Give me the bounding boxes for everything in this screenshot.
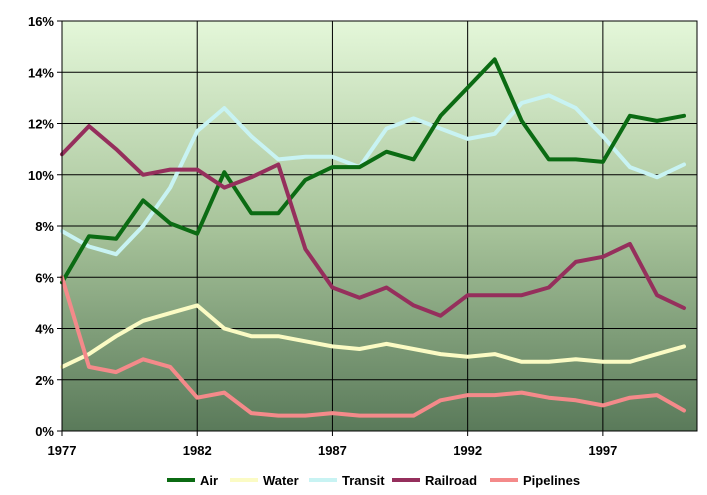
y-tick-label: 8%	[35, 219, 54, 234]
series-line-water	[60, 303, 686, 369]
y-tick-label: 0%	[35, 424, 54, 439]
y-tick-label: 10%	[28, 168, 54, 183]
y-tick-label: 16%	[28, 14, 54, 29]
legend: Air Water Transit Railroad Pipelines	[167, 473, 580, 488]
x-tick-label: 1992	[453, 443, 482, 458]
series-line-pipelines	[60, 275, 686, 418]
series-line-transit	[60, 93, 686, 257]
legend-label-railroad: Railroad	[425, 473, 477, 488]
x-tick-label: 1982	[183, 443, 212, 458]
legend-label-pipelines: Pipelines	[523, 473, 580, 488]
y-tick-label: 2%	[35, 373, 54, 388]
x-tick-label: 1977	[48, 443, 77, 458]
y-tick-label: 12%	[28, 117, 54, 132]
x-tick-label: 1997	[588, 443, 617, 458]
legend-label-air: Air	[200, 473, 218, 488]
series-line-railroad	[60, 124, 686, 318]
y-tick-label: 6%	[35, 270, 54, 285]
legend-label-water: Water	[263, 473, 299, 488]
axes: 0% 2% 4% 6% 8% 10% 12% 14% 16% 1977 1982 1987 1992 19…	[28, 14, 617, 458]
y-tick-label: 14%	[28, 65, 54, 80]
series-line-air	[60, 57, 686, 285]
legend-label-transit: Transit	[342, 473, 385, 488]
y-tick-label: 4%	[35, 322, 54, 337]
x-tick-label: 1987	[318, 443, 347, 458]
series-lines	[60, 57, 686, 418]
